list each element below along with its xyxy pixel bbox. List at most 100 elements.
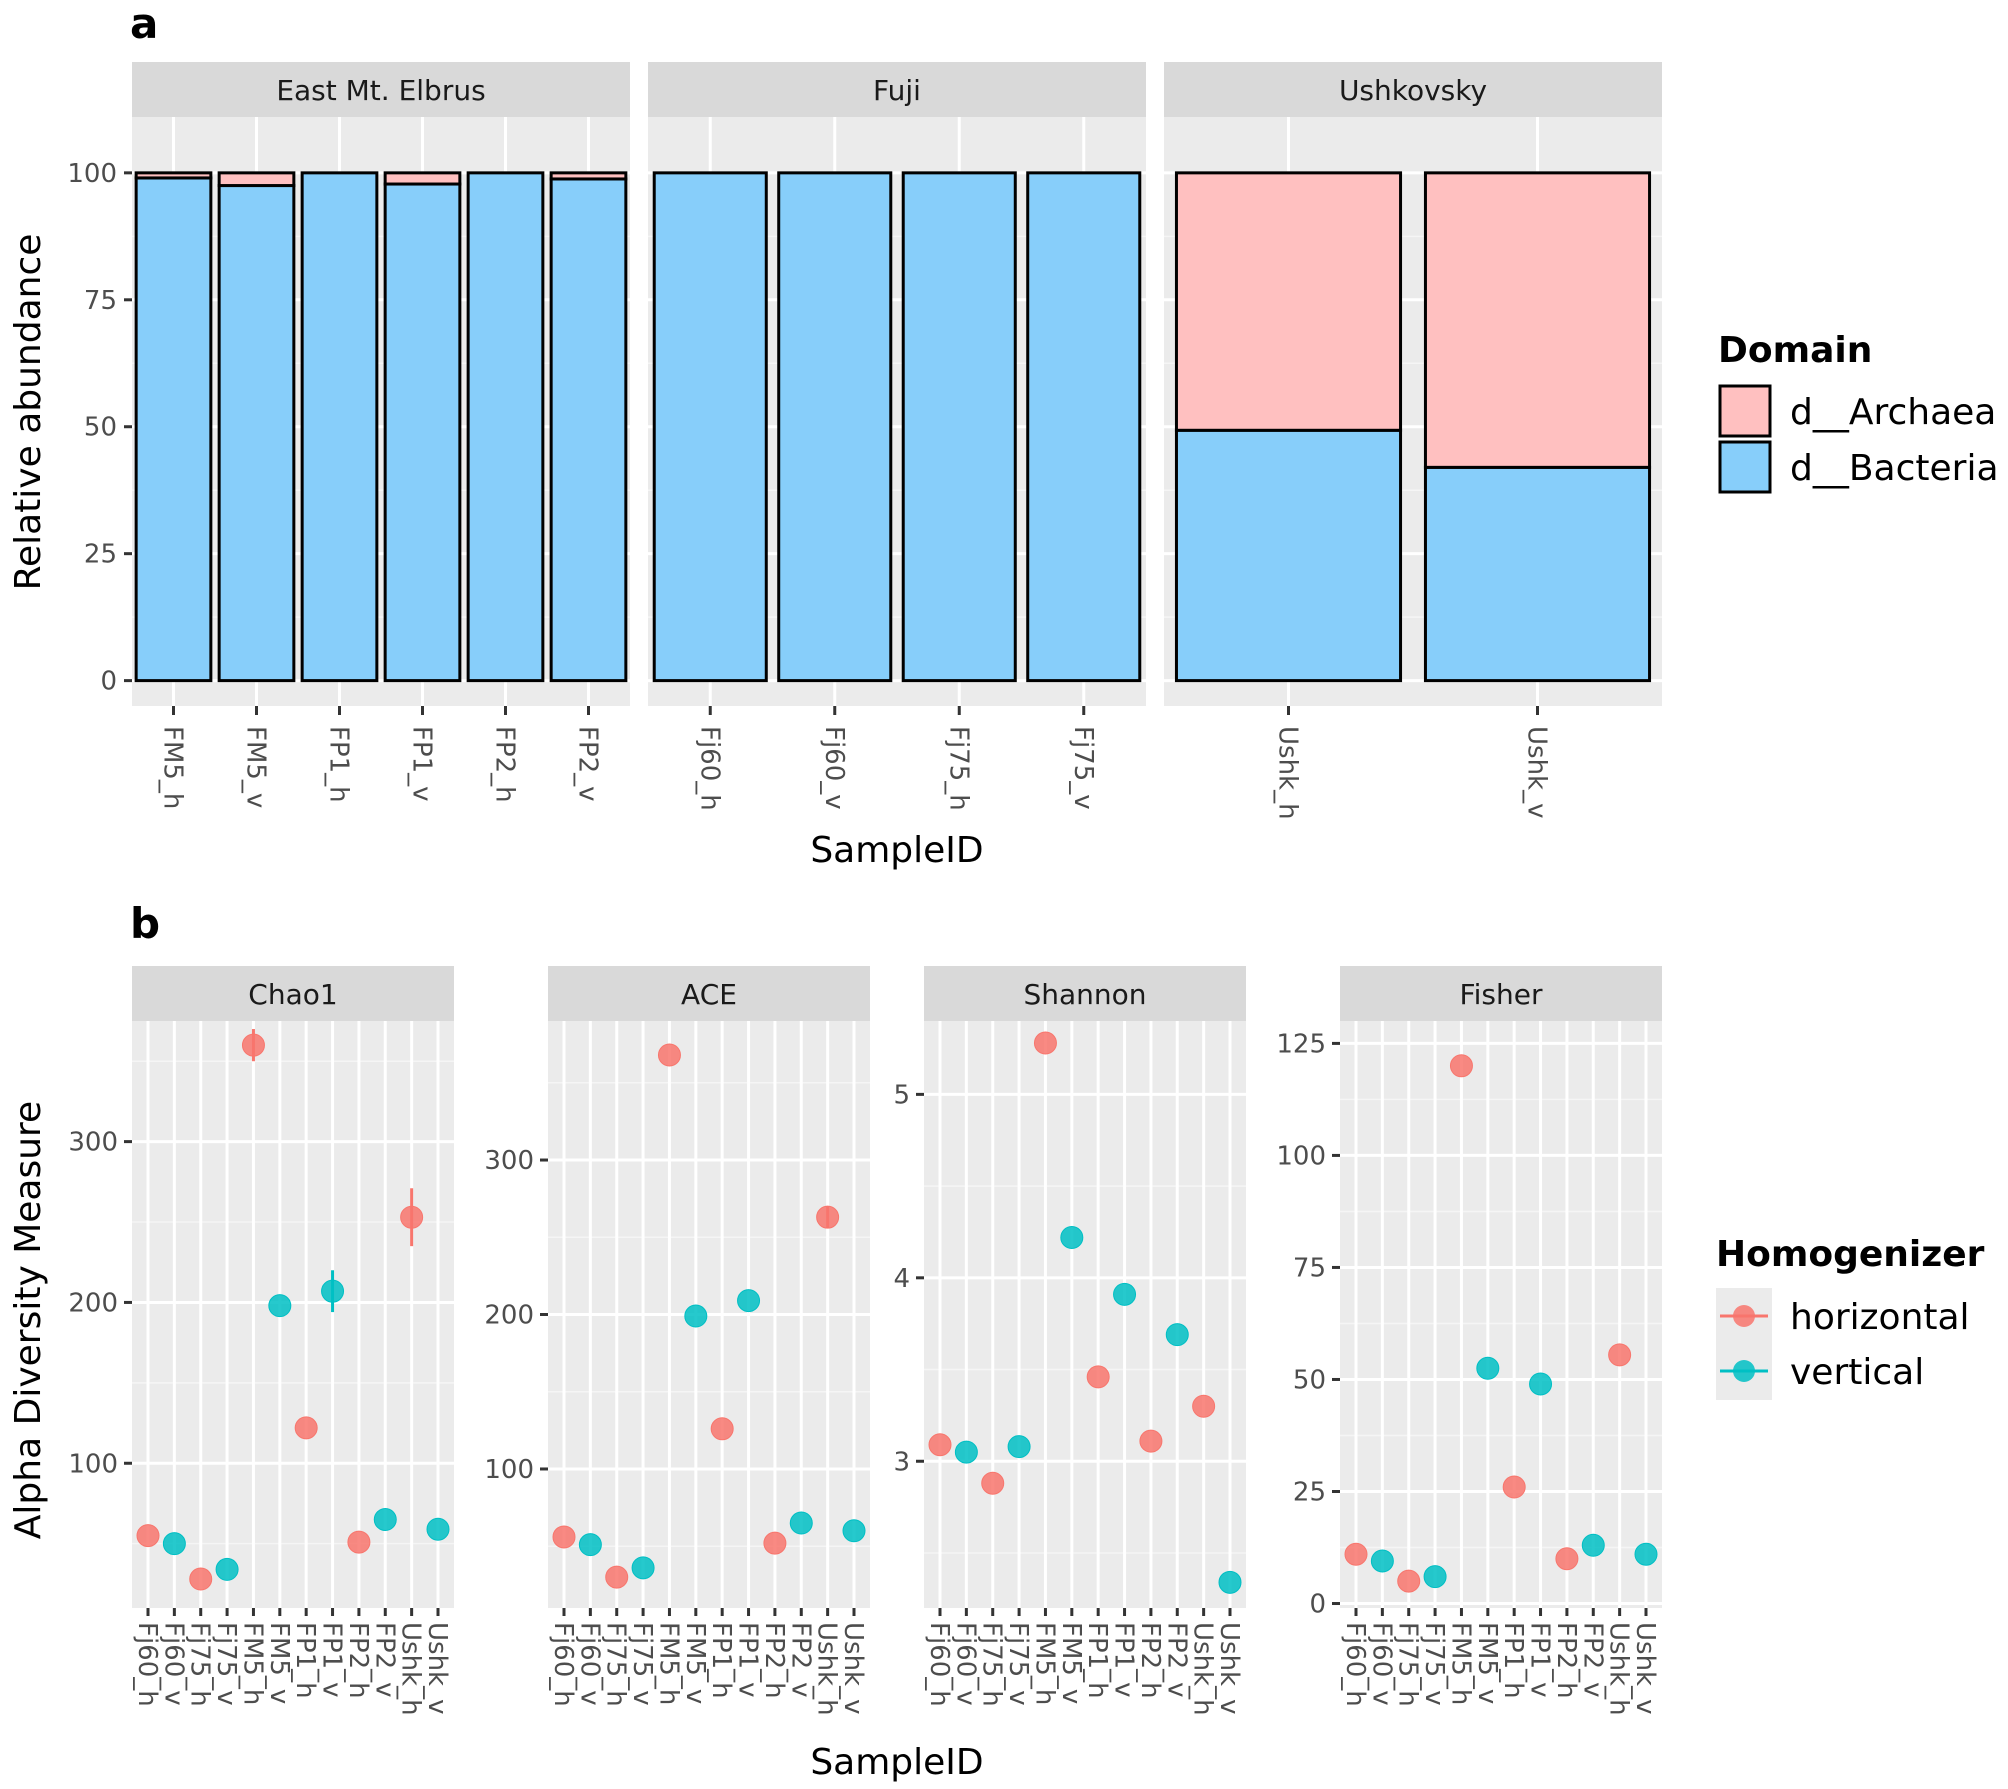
point-ace-fj75-h (605, 1565, 629, 1589)
legend-key-bacteria (1718, 440, 1772, 494)
facet-label-ace: ACE (681, 978, 737, 1011)
point-fisher-fj75-h (1397, 1569, 1421, 1593)
x-tick-label: Fj60_v (574, 1622, 604, 1706)
point-fisher-fp1-v (1529, 1372, 1553, 1396)
facet-chao1: Chao1100200300Fj60_hFj60_vFj75_hFj75_vFM… (68, 966, 454, 1716)
x-tick-label: Fj75_v (1068, 726, 1098, 810)
y-tick-label: 100 (67, 159, 117, 189)
legend-label-bacteria: d__Bacteria (1790, 448, 1999, 489)
point-ace-ushk-h (816, 1205, 840, 1229)
x-tick-label: Fj60_h (132, 1622, 162, 1707)
alpha-diversity-scatter-chart: Chao1100200300Fj60_hFj60_vFj75_hFj75_vFM… (68, 966, 1662, 1716)
homogenizer-legend-key-bg (1716, 1288, 1772, 1400)
plot-background (132, 1021, 454, 1608)
facet-label-fuji: Fuji (873, 74, 921, 107)
x-tick-label: FP2_h (1551, 1622, 1581, 1699)
y-tick-label: 100 (1276, 1141, 1326, 1171)
x-tick-label: Ushk_v (1522, 726, 1552, 819)
x-tick-label: Ushk_h (396, 1622, 426, 1716)
y-tick-label: 4 (893, 1264, 910, 1294)
x-tick-label: FM5_h (237, 1622, 267, 1705)
x-tick-label: Fj75_v (1003, 1622, 1033, 1706)
point-chao1-fp1-h (294, 1416, 318, 1440)
x-tick-label: Ushk_v (1630, 1622, 1660, 1715)
plot-background (924, 1021, 1246, 1608)
x-tick-label: FM5_v (1472, 1622, 1502, 1704)
x-tick-label: Fj60_h (548, 1622, 578, 1707)
y-tick-label: 300 (484, 1146, 534, 1176)
x-tick-label: FP1_v (733, 1622, 763, 1698)
y-tick-label: 75 (84, 286, 117, 316)
x-tick-label: Ushk_h (1604, 1622, 1634, 1716)
x-tick-label: Ushk_h (1273, 726, 1303, 820)
facet-label-chao1: Chao1 (248, 978, 337, 1011)
x-tick-label: FP2_v (1577, 1622, 1607, 1698)
bar-fp2-v-d-bacteria (549, 177, 628, 683)
point-ace-fp1-h (710, 1417, 734, 1441)
point-ace-fj60-h (552, 1525, 576, 1549)
x-tick-label: FP1_h (706, 1622, 736, 1699)
point-fisher-ushk-h (1608, 1343, 1632, 1367)
point-shannon-fj60-h (928, 1433, 952, 1457)
point-ace-fj75-v (631, 1556, 655, 1580)
bar-fp1-h-d-bacteria (300, 171, 379, 683)
point-chao1-fm5-v (268, 1294, 292, 1318)
facet-ushkovsky: Ushkovsky Ushk_h Ushk_v (1164, 62, 1662, 820)
y-tick-label: 100 (484, 1455, 534, 1485)
point-chao1-fp1-v (321, 1279, 345, 1303)
x-tick-label: FM5_h (158, 726, 188, 809)
legend-label-archaea: d__Archaea (1790, 392, 1996, 433)
homogenizer-legend: Homogenizer horizontal vertical (1716, 1234, 1985, 1400)
panel-a-y-axis-title: Relative abundance (8, 234, 49, 591)
point-shannon-fp2-h (1139, 1429, 1163, 1453)
point-chao1-fj60-v (162, 1532, 186, 1556)
panel-b-x-axis-title: SampleID (810, 1742, 983, 1783)
point-shannon-fm5-h (1033, 1031, 1057, 1055)
bar-fm5-v-d-archaea (217, 171, 296, 188)
facet-ace: ACE100200300Fj60_hFj60_vFj75_hFj75_vFM5_… (484, 966, 870, 1716)
point-shannon-fj75-v (1007, 1435, 1031, 1459)
x-tick-label: FM5_v (680, 1622, 710, 1704)
x-tick-label: Fj75_v (627, 1622, 657, 1706)
y-tick-label: 3 (893, 1447, 910, 1477)
point-fisher-fm5-v (1476, 1356, 1500, 1380)
x-tick-label: Fj60_v (158, 1622, 188, 1706)
facet-label-shannon: Shannon (1023, 978, 1146, 1011)
relative-abundance-bar-chart: East Mt. Elbrus FM5_h FM5_v FP1_h FP1_v FP2_h… (67, 62, 1662, 820)
point-ace-fp2-h (763, 1531, 787, 1555)
bar-fp1-v-d-bacteria (383, 182, 462, 683)
point-chao1-ushk-v (426, 1517, 450, 1541)
point-shannon-fj75-h (981, 1471, 1005, 1495)
y-tick-label: 300 (68, 1128, 118, 1158)
x-tick-label: Fj75_h (601, 1622, 631, 1707)
point-ace-fp1-v (737, 1289, 761, 1313)
x-tick-label: FM5_h (653, 1622, 683, 1705)
facet-fisher: Fisher 0 25 50 75 100 125 Fj60_hFj60_vFj75_hFj7… (1276, 966, 1662, 1716)
point-chao1-fp2-h (347, 1530, 371, 1554)
plot-background (132, 117, 630, 706)
bar-fj75-h-d-bacteria (901, 171, 1017, 683)
x-tick-label: FP2_h (343, 1622, 373, 1699)
facet-label-ushkovsky: Ushkovsky (1339, 74, 1487, 107)
facet-strip-ushkovsky (1164, 62, 1662, 117)
point-shannon-ushk-h (1192, 1394, 1216, 1418)
facet-label-east-mt-elbrus: East Mt. Elbrus (276, 74, 485, 107)
bar-ushk-v-d-archaea (1423, 171, 1652, 469)
point-ace-ushk-v (842, 1519, 866, 1543)
y-tick-label: 100 (68, 1449, 118, 1479)
x-tick-label: Fj75_h (185, 1622, 215, 1707)
point-ace-fm5-v (684, 1304, 708, 1328)
x-tick-label: Fj60_h (924, 1622, 954, 1707)
point-fisher-fj75-v (1423, 1565, 1447, 1589)
y-tick-label: 25 (84, 540, 117, 570)
point-fisher-fm5-h (1449, 1054, 1473, 1078)
panel-letter-a: a (130, 0, 158, 48)
bar-fm5-h-d-archaea (134, 171, 213, 180)
bar-fp1-v-d-archaea (383, 171, 462, 186)
x-tick-label: Fj75_h (1393, 1622, 1423, 1707)
point-chao1-fj75-h (189, 1567, 213, 1591)
x-tick-label: FM5_v (264, 1622, 294, 1704)
legend-key-archaea (1718, 384, 1772, 438)
bar-ushk-v-d-bacteria (1423, 465, 1652, 683)
